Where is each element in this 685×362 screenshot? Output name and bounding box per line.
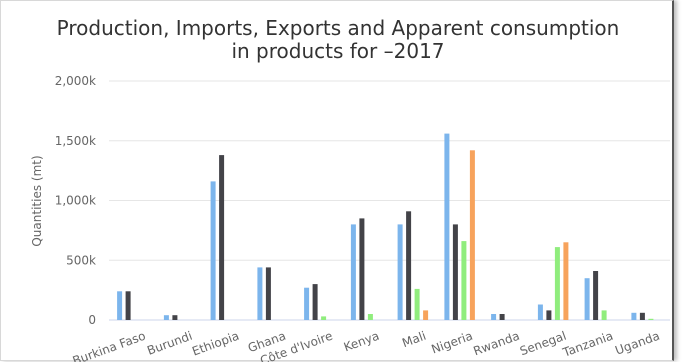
x-tick-label: Rwanda	[471, 329, 521, 359]
x-tick-label: Senegal	[518, 329, 568, 359]
y-tick-label: 1,500k	[55, 134, 96, 148]
bar[interactable]	[563, 242, 569, 320]
bar[interactable]	[423, 310, 429, 320]
bar[interactable]	[499, 314, 505, 320]
bar[interactable]	[265, 267, 271, 320]
bars	[117, 133, 654, 321]
bar[interactable]	[537, 304, 543, 321]
y-tick-label: 1,000k	[55, 194, 96, 208]
y-tick-label: 2,000k	[55, 74, 96, 88]
y-axis-label: Quantities (mt)	[30, 155, 44, 246]
bar[interactable]	[469, 150, 475, 320]
bar[interactable]	[554, 247, 560, 320]
bar[interactable]	[491, 314, 497, 320]
bar[interactable]	[350, 224, 356, 320]
x-tick-label: Uganda	[613, 329, 661, 358]
x-tick-label: Ethiopia	[190, 329, 241, 359]
bar[interactable]	[163, 315, 169, 320]
x-tick-label: Burkina Faso	[71, 329, 148, 362]
x-tick-label: Burundi	[145, 329, 194, 358]
bar[interactable]	[461, 241, 467, 320]
y-tick-labels: 0 500k 1,000k 1,500k 2,000k	[55, 74, 96, 327]
y-tick-label: 0	[88, 313, 96, 327]
bar[interactable]	[257, 267, 263, 320]
bar[interactable]	[631, 312, 637, 320]
bar[interactable]	[219, 155, 225, 320]
bar[interactable]	[397, 224, 403, 320]
bar[interactable]	[601, 310, 607, 320]
chart-title-line-2: in products for –2017	[231, 39, 444, 63]
bar[interactable]	[210, 181, 216, 320]
bar[interactable]	[444, 133, 450, 320]
bar[interactable]	[321, 316, 327, 320]
bar[interactable]	[312, 284, 318, 320]
chart-title-line-1: Production, Imports, Exports and Apparen…	[57, 16, 620, 40]
bar[interactable]	[414, 288, 420, 320]
x-tick-label: Nigeria	[429, 329, 474, 357]
bar[interactable]	[359, 218, 365, 320]
bar[interactable]	[125, 291, 131, 320]
grid-lines	[109, 80, 670, 321]
bar[interactable]	[406, 211, 412, 320]
x-tick-label: Tanzania	[560, 329, 615, 360]
bar[interactable]	[593, 271, 599, 320]
bar[interactable]	[117, 291, 123, 320]
bar[interactable]	[639, 312, 645, 320]
bar[interactable]	[648, 318, 654, 320]
bar[interactable]	[546, 310, 552, 320]
bar[interactable]	[452, 224, 458, 320]
x-tick-label: Kenya	[342, 329, 381, 355]
bar[interactable]	[172, 315, 178, 320]
bar[interactable]	[304, 287, 310, 320]
bar[interactable]	[367, 314, 373, 320]
bar[interactable]	[584, 278, 590, 320]
y-tick-label: 500k	[66, 253, 96, 267]
x-tick-label: Mali	[400, 329, 428, 350]
